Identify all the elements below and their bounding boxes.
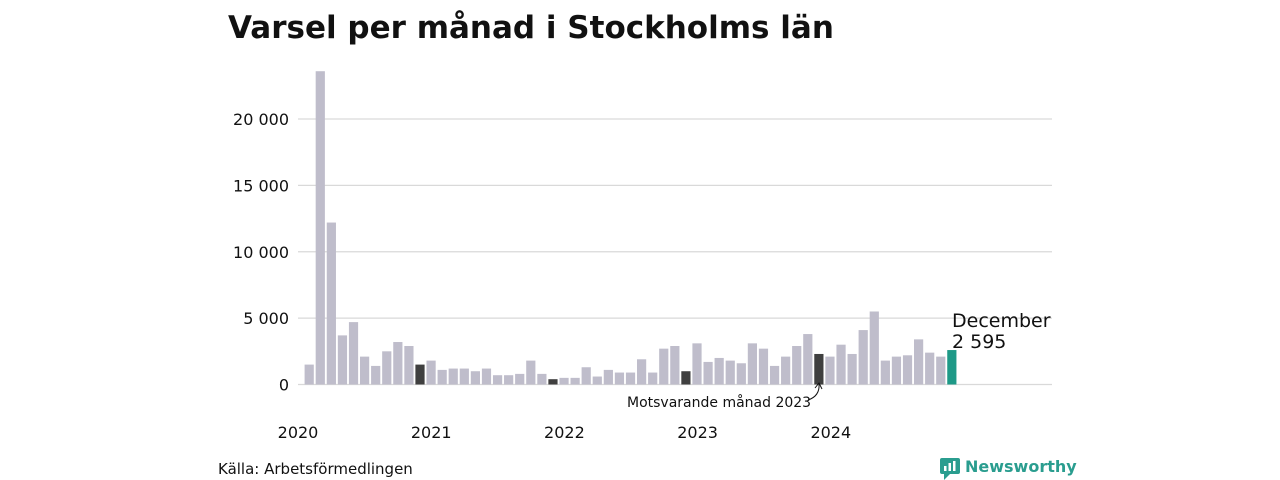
- x-tick-label: 2020: [278, 423, 319, 442]
- bar: [559, 377, 569, 385]
- bar: [360, 356, 370, 385]
- bar: [537, 373, 547, 385]
- source-note: Källa: Arbetsförmedlingen: [218, 460, 413, 478]
- bar: [348, 322, 359, 385]
- bar: [936, 356, 946, 385]
- x-tick-label: 2021: [411, 423, 452, 442]
- bar: [504, 375, 514, 385]
- bar: [648, 372, 658, 385]
- bar: [792, 346, 802, 385]
- bar: [891, 356, 902, 385]
- bar: [492, 375, 503, 385]
- bar: [847, 353, 857, 385]
- bar: [304, 364, 314, 385]
- bar: [902, 355, 913, 385]
- bar: [714, 357, 724, 385]
- bar: [515, 373, 525, 385]
- bar: [337, 335, 348, 385]
- bar: [659, 348, 669, 385]
- bar: [681, 371, 691, 385]
- current-value-label: 2 595: [952, 331, 1006, 353]
- bar: [459, 368, 469, 385]
- bar: [914, 339, 924, 385]
- bar: [814, 353, 824, 385]
- bar: [393, 342, 403, 385]
- x-tick-label: 2022: [544, 423, 585, 442]
- same-month-annotation: Motsvarande månad 2023: [627, 394, 811, 411]
- y-tick-label: 15 000: [233, 176, 289, 195]
- current-month-label: December: [952, 310, 1051, 332]
- bar: [526, 360, 536, 385]
- brand-logo: Newsworthy: [940, 457, 1077, 480]
- y-tick-label: 20 000: [233, 110, 289, 129]
- bar: [869, 311, 879, 385]
- bar: [448, 368, 458, 385]
- bar: [371, 365, 381, 385]
- bar: [637, 359, 647, 385]
- bar: [481, 368, 492, 385]
- bar: [703, 361, 713, 385]
- y-tick-label: 0: [279, 376, 289, 395]
- bar: [781, 356, 791, 385]
- brand-logo-tail: [944, 474, 950, 480]
- bar: [692, 343, 702, 385]
- bar: [470, 371, 480, 385]
- x-tick-label: 2024: [810, 423, 851, 442]
- y-tick-label: 5 000: [243, 309, 289, 328]
- bar: [326, 222, 336, 385]
- bar: [670, 346, 680, 385]
- bar: [614, 372, 625, 385]
- bar: [603, 369, 613, 385]
- bar-current-month: [947, 350, 957, 385]
- bar: [836, 344, 846, 385]
- bar: [747, 343, 757, 385]
- bar: [592, 376, 602, 385]
- bar: [725, 360, 735, 385]
- y-tick-label: 10 000: [233, 243, 289, 262]
- bar: [415, 364, 425, 385]
- annotation-arrow: [807, 383, 820, 401]
- x-axis: 2020 2021 2022 2023 2024: [278, 423, 852, 442]
- bar: [925, 352, 935, 385]
- brand-name: Newsworthy: [965, 457, 1077, 476]
- bar: [736, 363, 746, 385]
- chart-title: Varsel per månad i Stockholms län: [228, 10, 834, 46]
- bar: [803, 334, 813, 385]
- y-axis: 0 5 000 10 000 15 000 20 000: [233, 110, 289, 395]
- bar: [315, 71, 325, 385]
- annotation-arrowhead: [814, 382, 823, 390]
- grid: [298, 118, 1052, 386]
- bar: [625, 372, 636, 385]
- bar: [382, 351, 392, 385]
- x-tick-label: 2023: [677, 423, 718, 442]
- bar: [581, 367, 591, 385]
- bar: [825, 356, 835, 385]
- bar: [570, 377, 580, 385]
- bar: [437, 369, 447, 385]
- bar: [769, 365, 780, 385]
- bar: [880, 360, 890, 385]
- bar: [548, 379, 558, 385]
- bar: [426, 360, 436, 385]
- bar: [404, 346, 414, 385]
- bars: [304, 71, 957, 385]
- bar: [858, 330, 868, 385]
- bar: [758, 348, 769, 385]
